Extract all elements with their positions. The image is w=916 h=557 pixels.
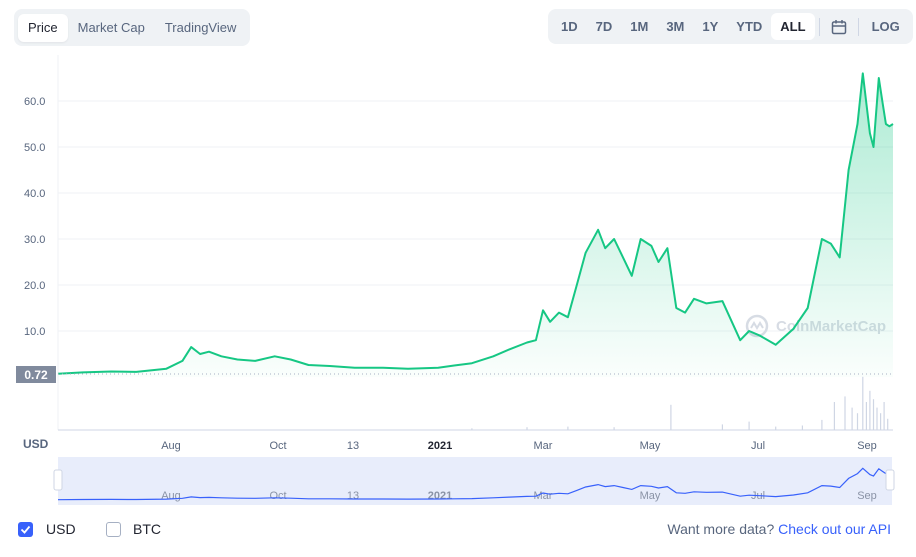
btc-label: BTC [133,521,161,537]
price-chart: 10.020.030.040.050.060.0 CoinMarketCap 0… [16,55,895,505]
log-scale-button[interactable]: LOG [871,19,900,34]
navigator-tick-label: Mar [534,490,553,502]
chart-footer: USD BTC Want more data? Check out our AP… [0,515,916,545]
navigator-tick-label: May [640,490,661,502]
volume-bars [471,376,889,430]
current-price-badge [16,366,56,383]
navigator[interactable]: Aug Oct 13 2021 Mar May Jul Sep [53,457,895,505]
volume-bar [872,399,875,430]
volume-bar [865,402,867,430]
tab-price[interactable]: Price [18,13,68,42]
api-promo-text: Want more data? [667,521,775,537]
navigator-tick-label: Aug [161,490,181,502]
volume-bar [887,418,889,430]
calendar-icon [831,19,846,34]
usd-checkbox[interactable] [18,522,33,537]
volume-bar [880,413,882,430]
y-tick-label: 60.0 [24,96,45,108]
x-tick-label: Jul [751,440,765,452]
range-3m-button[interactable]: 3M [666,19,685,34]
range-ytd-button[interactable]: YTD [736,19,763,34]
volume-bar [471,428,473,430]
navigator-right-handle[interactable] [885,469,895,491]
log-divider [857,17,859,36]
volume-bar [851,407,853,430]
api-promo: Want more data? Check out our API [667,521,891,537]
calendar-button[interactable] [824,13,854,40]
y-tick-label: 30.0 [24,234,45,246]
api-link[interactable]: Check out our API [778,521,891,537]
volume-bar [844,396,846,430]
volume-bar [862,376,864,430]
navigator-tick-label: 13 [347,490,359,502]
y-axis: 10.0 20.0 30.0 40.0 50.0 60.0 [24,96,45,338]
navigator-tick-label: Sep [857,490,877,502]
price-line [57,72,894,375]
navigator-line [57,467,894,501]
volume-bar [801,425,803,430]
range-7d-button[interactable]: 7D [595,19,613,34]
navigator-tick-label: 2021 [428,490,452,502]
volume-bar [526,427,528,430]
tab-market-cap[interactable]: Market Cap [77,19,145,35]
x-tick-label: Mar [534,440,553,452]
volume-bar [883,402,885,430]
navigator-tick-label: Oct [269,490,286,502]
current-price-label: 0.72 [24,368,48,382]
y-tick-label: 10.0 [24,326,45,338]
usd-label: USD [46,521,76,537]
range-1y-button[interactable]: 1Y [702,19,719,34]
volume-bar [748,421,750,430]
range-divider [818,17,820,36]
x-tick-label: 2021 [428,440,452,452]
volume-bar [613,427,615,430]
y-tick-label: 40.0 [24,188,45,200]
range-1d-button[interactable]: 1D [561,19,578,34]
volume-bar [856,413,859,430]
tab-tradingview[interactable]: TradingView [164,19,237,35]
x-tick-label: Aug [161,440,181,452]
range-1m-button[interactable]: 1M [630,19,649,34]
checkmark-icon [20,525,31,534]
volume-bar [869,390,871,430]
x-axis: Aug Oct 13 2021 Mar May Jul Sep [161,440,877,452]
volume-bar [721,424,723,430]
x-tick-label: Oct [269,440,286,452]
x-tick-label: May [640,440,661,452]
volume-bar [876,407,878,430]
btc-checkbox[interactable] [106,522,121,537]
volume-bar [821,419,823,430]
chart-type-tabs: Price Market Cap TradingView [14,9,251,46]
volume-bar [670,404,672,430]
range-all-button[interactable]: ALL [771,13,815,40]
navigator-left-handle[interactable] [53,469,63,491]
volume-bar [567,426,569,430]
y-tick-label: 50.0 [24,142,45,154]
chart-grid [57,55,893,431]
volume-bar [833,402,835,430]
range-tabs: 1D 7D 1M 3M 1Y YTD ALL LOG [548,9,913,44]
volume-bar [775,426,777,430]
y-tick-label: 20.0 [24,280,45,292]
currency-label: USD [23,437,49,451]
x-tick-label: 13 [347,440,359,452]
x-tick-label: Sep [857,440,877,452]
price-area-fill [58,73,893,378]
